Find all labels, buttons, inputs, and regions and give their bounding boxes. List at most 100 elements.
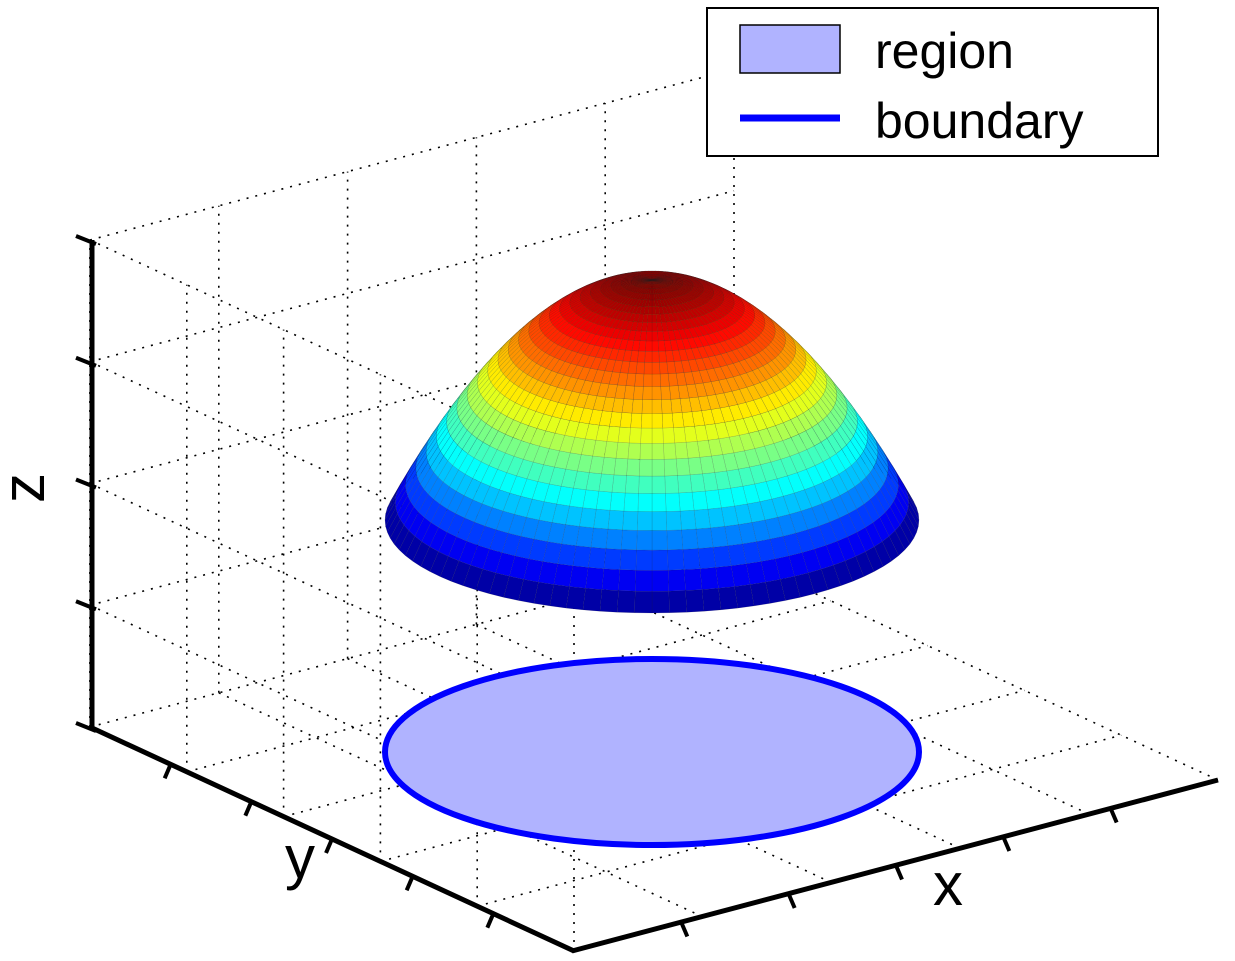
surface-patch [867, 431, 879, 452]
surface-patch [398, 530, 416, 556]
surface-patch [732, 361, 747, 376]
surface-patch [683, 274, 693, 277]
surface-patch [476, 401, 491, 420]
surface-patch [860, 476, 876, 500]
surface-patch [671, 279, 683, 282]
surface-patch [805, 359, 817, 376]
surface-patch [693, 508, 711, 530]
surface-patch [720, 286, 733, 293]
surface-patch [573, 305, 586, 314]
x-axis-tick [1108, 807, 1119, 824]
surface-patch [410, 483, 425, 508]
surface-patch [835, 398, 847, 418]
surface-patch [651, 459, 665, 477]
surface-patch [659, 361, 669, 375]
surface-patch [509, 386, 525, 403]
surface-patch [644, 277, 653, 281]
surface-patch [559, 322, 573, 334]
surface-patch [630, 412, 643, 429]
surface-patch [561, 524, 580, 546]
surface-patch [502, 492, 521, 515]
surface-patch [635, 282, 645, 287]
surface-patch [436, 426, 449, 447]
surface-patch [860, 450, 874, 473]
surface-patch [749, 303, 762, 313]
surface-patch [659, 273, 666, 276]
surface-patch [647, 279, 653, 284]
surface-patch [714, 422, 730, 439]
surface-patch [897, 478, 909, 502]
surface-patch [651, 351, 660, 363]
surface-patch [752, 308, 765, 319]
surface-patch [815, 366, 827, 384]
surface-patch [845, 399, 858, 418]
surface-patch [645, 340, 653, 352]
surface-patch [624, 312, 633, 322]
surface-patch [670, 274, 680, 276]
surface-patch [671, 312, 680, 322]
surface-patch [879, 511, 896, 537]
surface-patch [679, 274, 689, 277]
surface-patch [657, 330, 665, 342]
surface-patch [712, 545, 732, 568]
surface-patch [449, 469, 466, 492]
y-axis-tick [485, 912, 496, 929]
surface-patch [661, 271, 668, 274]
z-axis-tick [75, 355, 97, 368]
surface-patch [695, 316, 707, 326]
surface-patch [746, 384, 762, 401]
surface-patch [667, 569, 686, 592]
surface-patch [651, 331, 659, 342]
surface-patch [578, 308, 591, 318]
surface-patch [599, 589, 619, 613]
surface-patch [694, 358, 707, 371]
surface-patch [477, 366, 489, 384]
surface-patch [666, 275, 676, 277]
surface-patch [768, 317, 782, 329]
surface-patch [726, 350, 740, 364]
surface-patch [506, 456, 524, 477]
surface-patch [591, 283, 603, 289]
surface-patch [677, 288, 688, 294]
surface-patch [689, 473, 706, 493]
surface-patch [586, 312, 599, 322]
surface-patch [718, 586, 739, 611]
surface-patch [657, 282, 666, 288]
surface-patch [607, 309, 619, 319]
surface-patch [662, 427, 675, 444]
surface-patch [661, 321, 669, 332]
surface-patch [683, 318, 694, 329]
surface-patch [690, 280, 703, 285]
surface-patch [729, 309, 742, 320]
surface-patch [758, 332, 772, 346]
surface-patch [695, 527, 714, 549]
surface-patch [622, 510, 639, 531]
surface-patch [641, 279, 653, 282]
surface-patch [647, 276, 653, 281]
surface-patch [643, 279, 653, 283]
surface-patch [643, 293, 649, 301]
z-axis-tick [75, 234, 97, 246]
surface-patch [774, 327, 786, 341]
surface-patch [620, 290, 631, 296]
surface-patch [616, 288, 627, 294]
surface-patch [682, 548, 701, 570]
surface-patch [714, 284, 726, 291]
surface-patch [648, 276, 653, 281]
surface-patch [565, 505, 583, 527]
surface-patch [556, 485, 574, 507]
surface-patch [600, 307, 612, 317]
surface-patch [691, 490, 709, 511]
surface-patch [610, 280, 623, 285]
surface-patch [749, 340, 763, 353]
surface-patch [617, 426, 631, 444]
surface-patch [725, 289, 738, 297]
surface-patch [903, 513, 917, 539]
surface-patch [800, 370, 814, 386]
surface-plot [384, 270, 920, 614]
surface-patch [651, 590, 670, 614]
surface-patch [609, 491, 626, 512]
surface-patch [651, 399, 663, 414]
surface-patch [794, 395, 809, 414]
surface-patch [582, 298, 594, 306]
